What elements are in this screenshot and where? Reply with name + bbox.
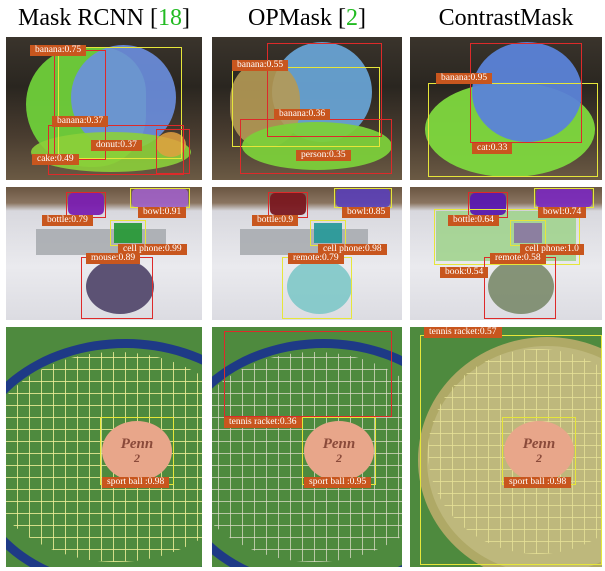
mouse-mask: [86, 259, 154, 314]
detection-label: cake:0.49: [32, 154, 79, 165]
detection-label: donut:0.37: [91, 140, 142, 151]
detection-label: cat:0.33: [472, 143, 513, 154]
detection-label: remote:0.79: [288, 253, 344, 264]
bbox-bowl: [334, 188, 392, 208]
detection-label: tennis racket:0.57: [424, 327, 502, 338]
detection-label: sport ball :0.95: [304, 477, 372, 488]
panel-tennis-opmask: Penn 2 tennis racket:0.36 sport ball :0.…: [212, 327, 402, 567]
detection-label: banana:0.37: [52, 116, 109, 127]
panel-tennis-contrastmask: Penn 2 tennis racket:0.57 sport ball :0.…: [410, 327, 602, 567]
bbox-sport-ball: [502, 417, 576, 485]
column-header-opmask: OPMask [2]: [247, 5, 366, 31]
bbox-phone: [510, 220, 546, 246]
bbox-tennis-racket: [420, 335, 602, 565]
detection-label: banana:0.36: [274, 109, 331, 120]
tennis-ball: [504, 421, 574, 481]
phone-mask: [114, 223, 142, 243]
detection-label: cell phone:0.98: [318, 244, 387, 255]
ball-brand: Penn: [522, 436, 556, 452]
detection-label: cell phone:0.99: [118, 244, 187, 255]
bbox-donut: [156, 129, 190, 174]
bbox-phone: [310, 220, 346, 246]
detection-label: tennis racket:0.36: [224, 417, 302, 428]
detection-label: banana:0.75: [30, 45, 87, 56]
detection-label: sport ball :0.98: [102, 477, 170, 488]
bowl-mask: [536, 189, 592, 207]
bbox-sport-ball: [100, 417, 174, 485]
bottle-mask: [270, 193, 306, 215]
bowl-mask: [132, 189, 188, 207]
detection-label: sport ball :0.98: [504, 477, 572, 488]
bbox-sport-ball: [302, 417, 376, 485]
bbox-person: [240, 119, 392, 174]
detection-label: bowl:0.91: [138, 207, 187, 218]
bbox-cat: [470, 43, 582, 143]
panel-desk-opmask: bottle:0.9 bowl:0.85 cell phone:0.98 rem…: [212, 187, 402, 320]
remote-mask: [488, 259, 554, 314]
tennis-ball: [304, 421, 374, 481]
bbox-phone: [110, 220, 146, 246]
bbox-bowl: [534, 188, 594, 208]
bbox-tennis-racket: [224, 331, 392, 417]
method-name: OPMask: [247, 5, 332, 31]
racket-frame: [6, 339, 202, 567]
detection-label: bottle:0.79: [42, 215, 93, 226]
phone-mask: [514, 223, 542, 243]
bbox-mouse: [81, 257, 153, 319]
tennis-ball: [102, 421, 172, 481]
racket-frame: [212, 339, 402, 567]
panel-banana-maskrcnn: banana:0.75 banana:0.37 donut:0.37 cake:…: [6, 37, 202, 180]
ball-number: 2: [536, 451, 542, 465]
detection-label: banana:0.95: [436, 73, 493, 84]
bowl-mask: [336, 189, 390, 207]
bbox-cake: [48, 125, 184, 175]
ball-brand: Penn: [120, 436, 154, 452]
panel-banana-contrastmask: banana:0.95 cat:0.33: [410, 37, 602, 180]
bbox-bowl: [130, 188, 190, 208]
bottle-mask: [68, 193, 104, 215]
citation-ref[interactable]: 2: [346, 5, 358, 31]
bbox-banana: [428, 83, 598, 177]
ball-number: 2: [336, 451, 342, 465]
detection-label: bowl:0.85: [342, 207, 391, 218]
detection-label: mouse:0.89: [86, 253, 141, 264]
detection-label: book:0.54: [440, 267, 489, 278]
bbox-banana: [267, 43, 382, 137]
bbox-remote: [282, 257, 352, 319]
phone-mask: [314, 223, 342, 243]
method-name: Mask RCNN: [17, 5, 144, 31]
detection-label: banana:0.55: [232, 60, 289, 71]
panel-banana-opmask: banana:0.55 banana:0.36 person:0.35: [212, 37, 402, 180]
panel-tennis-maskrcnn: Penn 2 sport ball :0.98: [6, 327, 202, 567]
panel-desk-maskrcnn: bottle:0.79 bowl:0.91 cell phone:0.99 mo…: [6, 187, 202, 320]
detection-label: bottle:0.9: [252, 215, 299, 226]
cat-mask-blue: [472, 42, 582, 142]
column-header-contrastmask: ContrastMask: [410, 2, 602, 34]
remote-mask: [287, 259, 352, 314]
bbox-banana: [232, 67, 380, 147]
panel-desk-contrastmask: bottle:0.64 bowl:0.74 cell phone:1.0 rem…: [410, 187, 602, 320]
bbox-remote: [484, 257, 556, 319]
detection-label: remote:0.58: [490, 253, 546, 264]
method-name: ContrastMask: [438, 5, 574, 31]
detection-label: cell phone:1.0: [520, 244, 584, 255]
ball-number: 2: [134, 451, 140, 465]
detection-label: bowl:0.74: [538, 207, 587, 218]
citation-ref[interactable]: 18: [158, 5, 182, 31]
column-header-maskrcnn: Mask RCNN [18]: [17, 5, 190, 31]
detection-label: bottle:0.64: [448, 215, 499, 226]
detection-label: person:0.35: [296, 150, 351, 161]
ball-brand: Penn: [322, 436, 356, 452]
bbox-banana: [58, 47, 182, 159]
